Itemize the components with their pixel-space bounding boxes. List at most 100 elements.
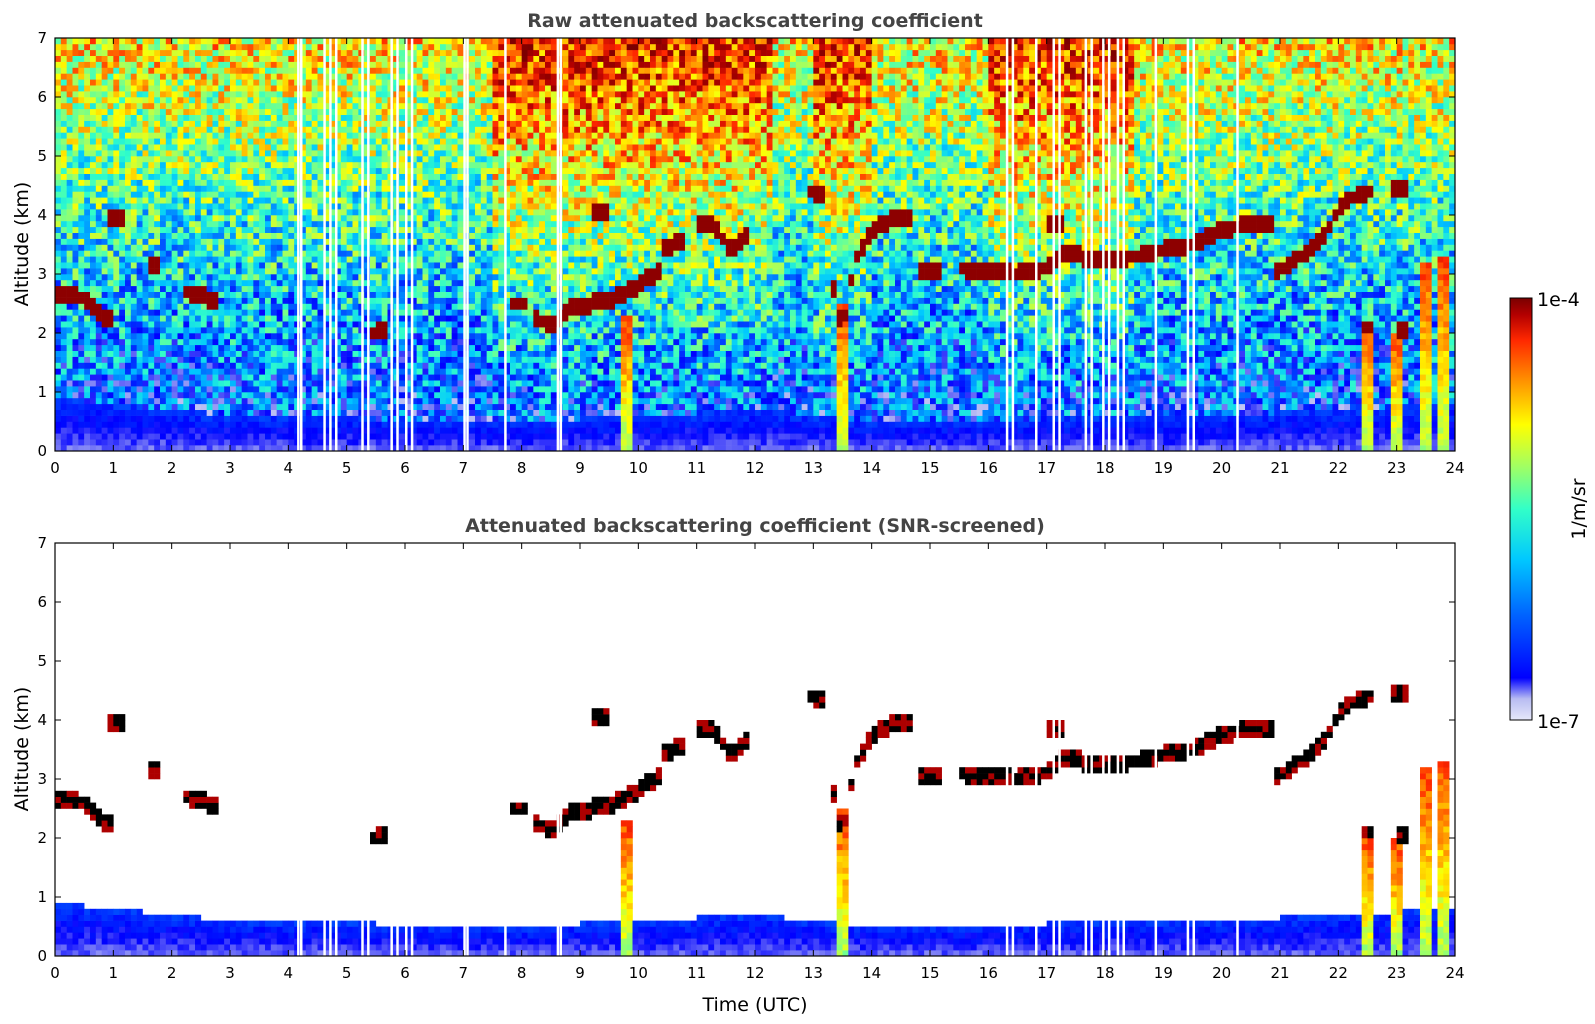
- heatmap-cell: [370, 79, 377, 86]
- heatmap-cell: [148, 138, 155, 145]
- heatmap-cell: [451, 161, 458, 169]
- heatmap-cell: [410, 215, 417, 222]
- heatmap-cell: [405, 291, 412, 298]
- heatmap-cell: [311, 403, 318, 410]
- heatmap-cell: [247, 392, 254, 399]
- heatmap-cell: [165, 315, 172, 322]
- heatmap-cell: [60, 439, 67, 446]
- heatmap-cell: [235, 303, 242, 310]
- heatmap-cell: [154, 397, 161, 405]
- heatmap-cell: [230, 73, 237, 80]
- heatmap-cell: [422, 244, 429, 251]
- heatmap-cell: [90, 338, 97, 346]
- heatmap-cell: [399, 43, 406, 51]
- heatmap-cell: [72, 226, 79, 233]
- heatmap-cell: [148, 338, 155, 346]
- heatmap-cell: [84, 179, 91, 186]
- heatmap-cell: [55, 55, 62, 62]
- heatmap-cell: [101, 262, 108, 269]
- heatmap-cell: [445, 439, 452, 446]
- heatmap-cell: [352, 73, 359, 80]
- heatmap-cell: [346, 156, 353, 163]
- heatmap-cell: [416, 415, 423, 422]
- heatmap-cell: [305, 79, 312, 86]
- heatmap-cell: [142, 392, 149, 399]
- heatmap-cell: [224, 38, 231, 45]
- heatmap-cell: [84, 338, 91, 346]
- heatmap-cell: [130, 409, 137, 416]
- heatmap-cell: [416, 173, 423, 180]
- heatmap-cell: [183, 315, 190, 322]
- heatmap-cell: [183, 397, 190, 405]
- heatmap-cell: [428, 67, 435, 74]
- heatmap-cell: [416, 315, 423, 322]
- heatmap-cell: [125, 144, 132, 151]
- heatmap-cell: [399, 126, 406, 133]
- heatmap-cell: [55, 262, 62, 269]
- heatmap-cell: [195, 220, 202, 228]
- heatmap-cell: [189, 55, 196, 62]
- heatmap-cell: [305, 380, 312, 387]
- heatmap-cell: [72, 409, 79, 416]
- heatmap-cell: [370, 38, 377, 45]
- heatmap-cell: [130, 374, 137, 381]
- heatmap-cell: [375, 285, 382, 292]
- heatmap-cell: [247, 85, 254, 92]
- heatmap-cell: [55, 73, 62, 80]
- heatmap-cell: [235, 226, 242, 233]
- heatmap-cell: [323, 132, 330, 139]
- heatmap-cell: [375, 238, 382, 245]
- heatmap-cell: [381, 43, 388, 51]
- heatmap-cell: [136, 291, 143, 298]
- heatmap-cell: [346, 344, 353, 351]
- heatmap-cell: [148, 79, 155, 86]
- heatmap-cell: [340, 315, 347, 322]
- heatmap-cell: [241, 374, 248, 381]
- heatmap-cell: [329, 291, 336, 298]
- heatmap-cell: [375, 215, 382, 222]
- heatmap-cell: [247, 279, 254, 287]
- heatmap-cell: [241, 43, 248, 51]
- heatmap-cell: [381, 374, 388, 381]
- heatmap-cell: [305, 226, 312, 233]
- heatmap-cell: [107, 73, 114, 80]
- heatmap-cell: [270, 279, 277, 287]
- heatmap-cell: [370, 173, 377, 180]
- heatmap-cell: [72, 256, 79, 263]
- heatmap-cell: [130, 156, 137, 163]
- heatmap-cell: [451, 380, 458, 387]
- heatmap-cell: [154, 333, 161, 340]
- heatmap-cell: [381, 156, 388, 163]
- heatmap-cell: [224, 144, 231, 151]
- heatmap-cell: [224, 91, 231, 98]
- heatmap-cell: [171, 91, 178, 98]
- heatmap-cell: [323, 350, 330, 357]
- heatmap-cell: [305, 303, 312, 310]
- heatmap-cell: [95, 185, 102, 192]
- heatmap-cell: [78, 67, 85, 74]
- heatmap-cell: [230, 120, 237, 127]
- heatmap-cell: [154, 97, 161, 104]
- heatmap-cell: [154, 144, 161, 151]
- heatmap-cell: [288, 291, 295, 298]
- heatmap-cell: [335, 150, 342, 157]
- heatmap-cell: [451, 209, 458, 216]
- heatmap-cell: [335, 291, 342, 298]
- heatmap-cell: [206, 167, 213, 174]
- heatmap-cell: [445, 67, 452, 74]
- heatmap-cell: [66, 161, 73, 169]
- heatmap-cell: [177, 244, 184, 251]
- heatmap-cell: [119, 344, 126, 351]
- heatmap-cell: [130, 368, 137, 375]
- heatmap-cell: [177, 220, 184, 228]
- heatmap-cell: [218, 61, 225, 68]
- heatmap-cell: [195, 433, 202, 440]
- heatmap-cell: [375, 321, 382, 328]
- heatmap-cell: [154, 197, 161, 204]
- heatmap-cell: [305, 238, 312, 245]
- heatmap-cell: [136, 150, 143, 157]
- heatmap-cell: [346, 38, 353, 45]
- heatmap-cell: [329, 61, 336, 68]
- heatmap-cell: [200, 309, 207, 316]
- heatmap-cell: [457, 333, 464, 340]
